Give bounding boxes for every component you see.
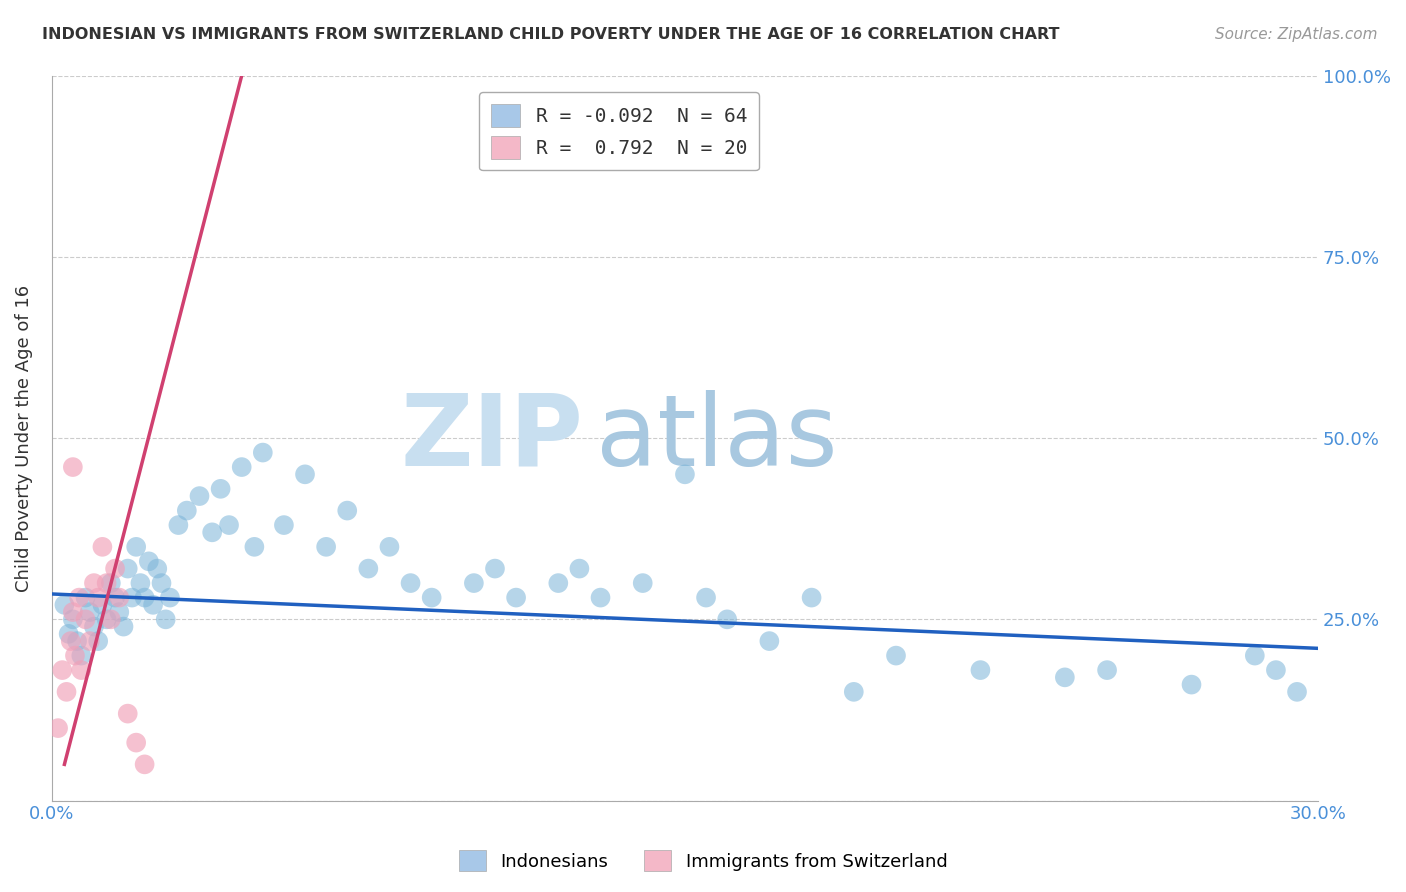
Point [1053, 670, 1076, 684]
Point [155, 612, 177, 626]
Point [201, 525, 224, 540]
Point [1285, 685, 1308, 699]
Point [63, 648, 86, 663]
Point [150, 576, 173, 591]
Point [67, 591, 90, 605]
Point [104, 561, 127, 575]
Point [70, 648, 93, 663]
Point [66, 634, 89, 648]
Point [1264, 663, 1286, 677]
Text: Source: ZipAtlas.com: Source: ZipAtlas.com [1215, 27, 1378, 42]
Point [159, 591, 181, 605]
Point [62, 612, 84, 626]
Point [70, 663, 93, 677]
Point [83, 619, 105, 633]
Point [75, 591, 97, 605]
Point [399, 576, 422, 591]
Point [420, 591, 443, 605]
Point [108, 591, 131, 605]
Point [53, 598, 76, 612]
Point [209, 482, 232, 496]
Point [96, 612, 118, 626]
Point [51, 663, 73, 677]
Point [75, 612, 97, 626]
Text: ZIP: ZIP [401, 390, 583, 486]
Point [87, 591, 110, 605]
Point [55, 685, 77, 699]
Point [96, 576, 118, 591]
Point [842, 685, 865, 699]
Point [91, 540, 114, 554]
Text: atlas: atlas [596, 390, 838, 486]
Point [273, 518, 295, 533]
Y-axis label: Child Poverty Under the Age of 16: Child Poverty Under the Age of 16 [15, 285, 32, 591]
Point [252, 445, 274, 459]
Point [336, 503, 359, 517]
Point [134, 757, 156, 772]
Point [176, 503, 198, 517]
Point [218, 518, 240, 533]
Point [100, 576, 122, 591]
Point [129, 576, 152, 591]
Point [112, 619, 135, 633]
Point [62, 460, 84, 475]
Point [568, 561, 591, 575]
Point [294, 467, 316, 482]
Legend: R = -0.092  N = 64, R =  0.792  N = 20: R = -0.092 N = 64, R = 0.792 N = 20 [479, 93, 759, 170]
Point [673, 467, 696, 482]
Point [969, 663, 991, 677]
Point [1095, 663, 1118, 677]
Point [315, 540, 337, 554]
Point [83, 576, 105, 591]
Text: INDONESIAN VS IMMIGRANTS FROM SWITZERLAND CHILD POVERTY UNDER THE AGE OF 16 CORR: INDONESIAN VS IMMIGRANTS FROM SWITZERLAN… [42, 27, 1060, 42]
Point [231, 460, 253, 475]
Point [463, 576, 485, 591]
Point [125, 540, 148, 554]
Point [142, 598, 165, 612]
Point [46, 721, 69, 735]
Point [134, 591, 156, 605]
Point [243, 540, 266, 554]
Point [547, 576, 569, 591]
Point [484, 561, 506, 575]
Point [87, 634, 110, 648]
Point [79, 634, 101, 648]
Point [146, 561, 169, 575]
Legend: Indonesians, Immigrants from Switzerland: Indonesians, Immigrants from Switzerland [451, 843, 955, 879]
Point [884, 648, 907, 663]
Point [716, 612, 738, 626]
Point [800, 591, 823, 605]
Point [1243, 648, 1265, 663]
Point [631, 576, 654, 591]
Point [188, 489, 211, 503]
Point [59, 634, 82, 648]
Point [79, 605, 101, 619]
Point [1180, 677, 1202, 691]
Point [505, 591, 527, 605]
Point [104, 591, 127, 605]
Point [695, 591, 717, 605]
Point [62, 605, 84, 619]
Point [167, 518, 190, 533]
Point [357, 561, 380, 575]
Point [58, 627, 80, 641]
Point [121, 591, 143, 605]
Point [117, 561, 139, 575]
Point [100, 612, 122, 626]
Point [91, 598, 114, 612]
Point [117, 706, 139, 721]
Point [758, 634, 780, 648]
Point [589, 591, 612, 605]
Point [378, 540, 401, 554]
Point [125, 736, 148, 750]
Point [108, 605, 131, 619]
Point [138, 554, 160, 568]
